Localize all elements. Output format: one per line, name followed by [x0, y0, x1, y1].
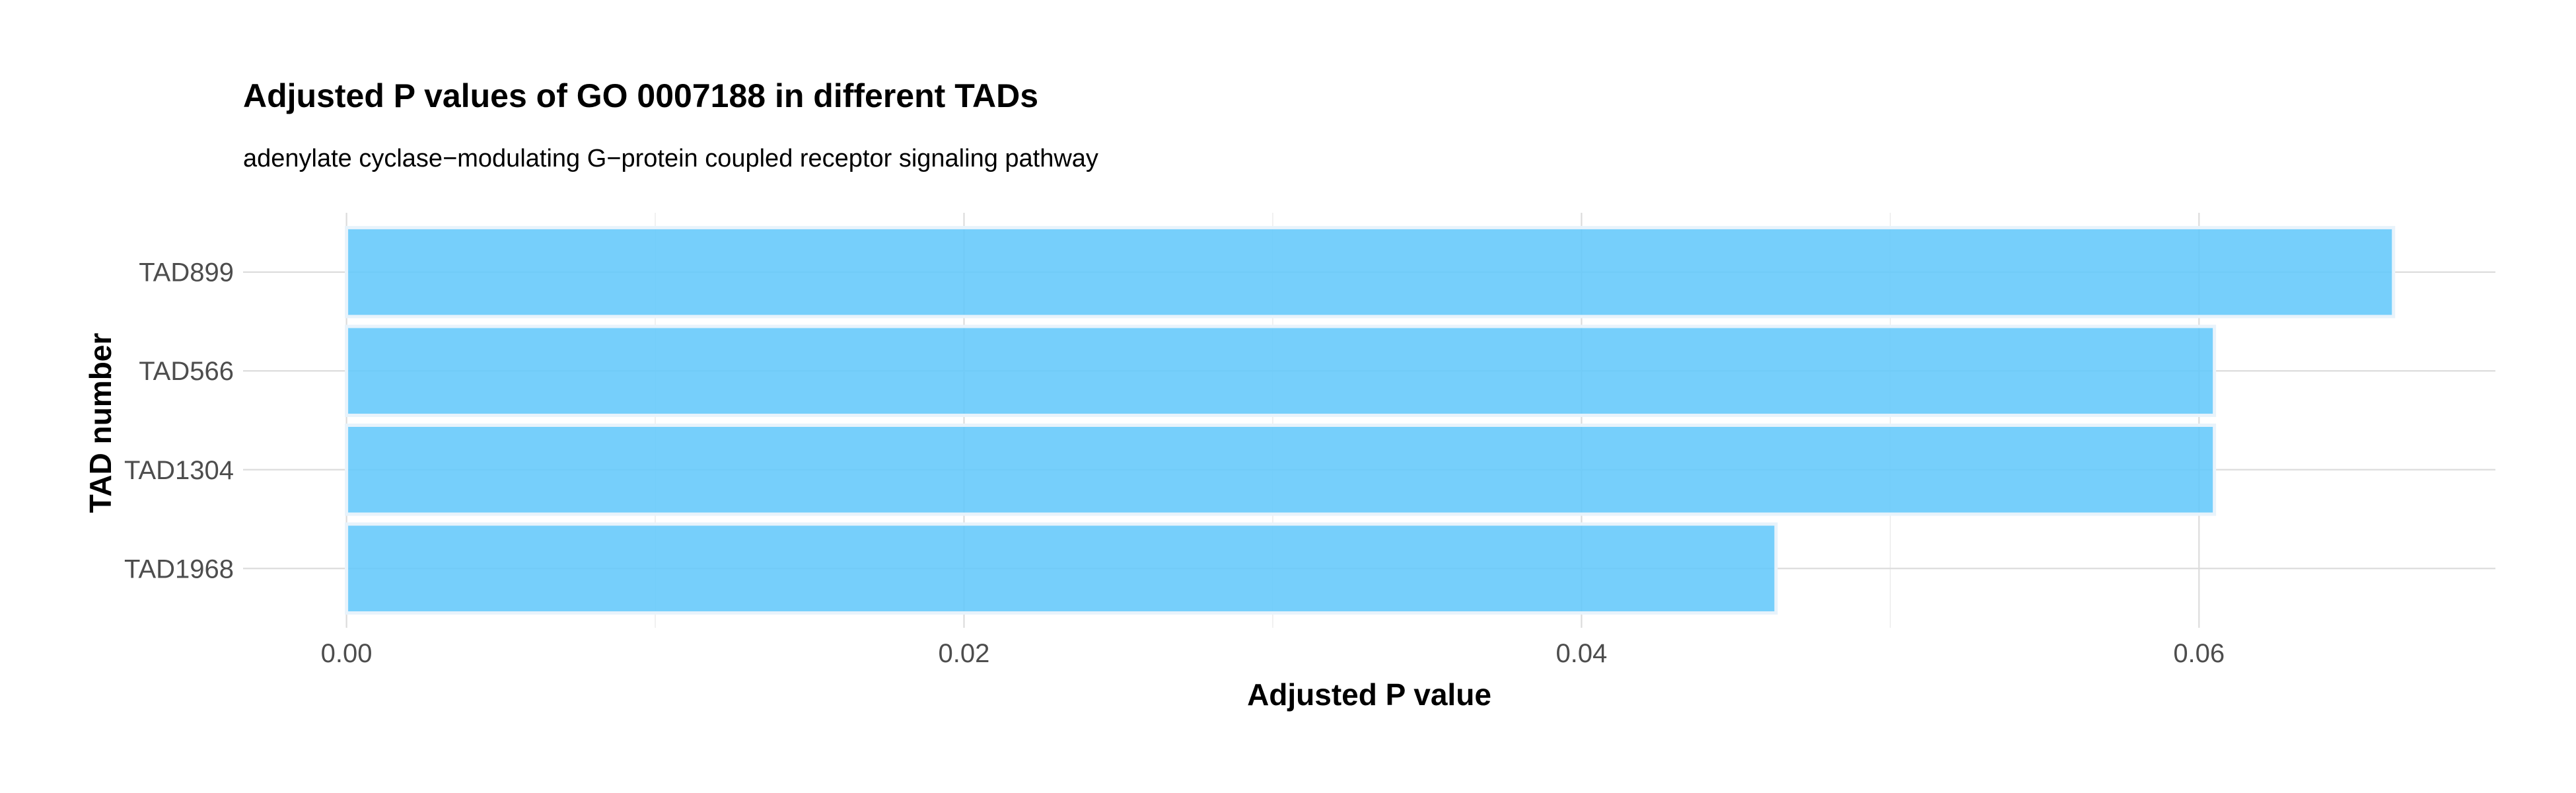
- bar-tad1304: [345, 423, 2217, 516]
- y-tick-label: TAD1968: [124, 554, 234, 584]
- x-tick-label: 0.00: [321, 639, 373, 668]
- y-tick-labels: TAD899 TAD566 TAD1304 TAD1968: [124, 258, 234, 584]
- y-tick-label: TAD1304: [124, 456, 234, 485]
- x-tick-label: 0.06: [2173, 639, 2225, 668]
- x-axis-title: Adjusted P value: [1247, 677, 1491, 712]
- bar-tad1968: [345, 522, 1778, 615]
- bar-tad566: [345, 324, 2217, 418]
- chart-title: Adjusted P values of GO 0007188 in diffe…: [243, 77, 1038, 114]
- x-tick-label: 0.02: [939, 639, 990, 668]
- bars: [345, 225, 2396, 615]
- y-tick-label: TAD566: [139, 357, 234, 386]
- chart-subtitle: adenylate cyclase−modulating G−protein c…: [243, 145, 1098, 172]
- y-tick-label: TAD899: [139, 258, 234, 287]
- x-tick-labels: 0.00 0.02 0.04 0.06: [321, 639, 2225, 668]
- bar-tad899: [345, 225, 2396, 319]
- x-tick-label: 0.04: [1556, 639, 1607, 668]
- y-axis-title: TAD number: [83, 333, 118, 513]
